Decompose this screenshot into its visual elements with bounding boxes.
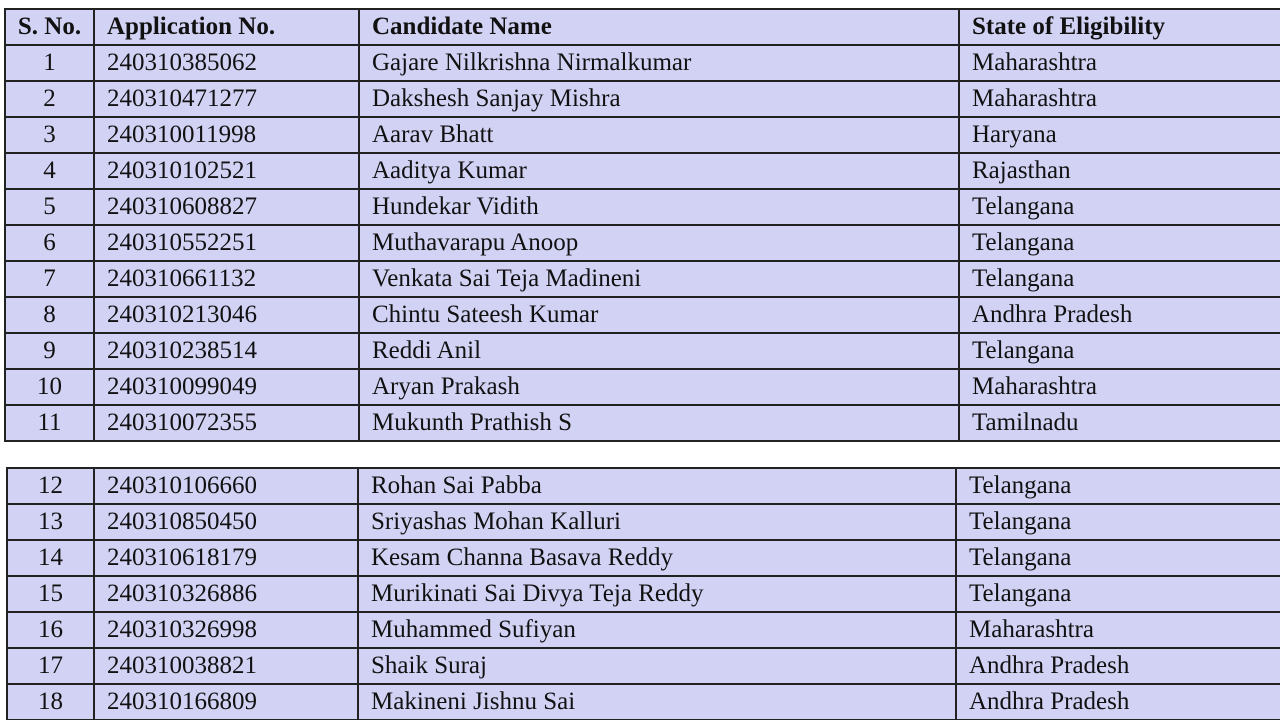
results-table-part-1: S. No. Application No. Candidate Name St… xyxy=(4,8,1280,442)
table-row: 6 240310552251 Muthavarapu Anoop Telangana xyxy=(4,224,1280,262)
cell-application-no: 240310326886 xyxy=(93,575,359,613)
table-row: 17 240310038821 Shaik Suraj Andhra Pradesh xyxy=(6,647,1280,685)
cell-s-no: 13 xyxy=(6,503,95,541)
cell-s-no: 3 xyxy=(4,116,95,154)
cell-application-no: 240310238514 xyxy=(93,332,360,370)
results-table-part-2: 12 240310106660 Rohan Sai Pabba Telangana 13… xyxy=(6,467,1280,720)
table-row: 13 240310850450 Sriyashas Mohan Kalluri Tel… xyxy=(6,503,1280,541)
cell-state: Telangana xyxy=(955,539,1280,577)
cell-state: Maharashtra xyxy=(955,611,1280,649)
cell-s-no: 8 xyxy=(4,296,95,334)
table-row: 12 240310106660 Rohan Sai Pabba Telangana xyxy=(6,467,1280,505)
cell-s-no: 18 xyxy=(6,683,95,720)
table-row: 2 240310471277 Dakshesh Sanjay Mishra Mahar… xyxy=(4,80,1280,118)
cell-candidate-name: Dakshesh Sanjay Mishra xyxy=(358,80,960,118)
table-row: 3 240310011998 Aarav Bhatt Haryana xyxy=(4,116,1280,154)
table-header-row: S. No. Application No. Candidate Name St… xyxy=(4,8,1280,46)
cell-candidate-name: Aarav Bhatt xyxy=(358,116,960,154)
cell-application-no: 240310608827 xyxy=(93,188,360,226)
cell-s-no: 16 xyxy=(6,611,95,649)
table-row: 4 240310102521 Aaditya Kumar Rajasthan xyxy=(4,152,1280,190)
table-row: 14 240310618179 Kesam Channa Basava Reddy T… xyxy=(6,539,1280,577)
cell-candidate-name: Murikinati Sai Divya Teja Reddy xyxy=(357,575,957,613)
table-row: 11 240310072355 Mukunth Prathish S Tamilnad… xyxy=(4,404,1280,442)
cell-s-no: 14 xyxy=(6,539,95,577)
cell-candidate-name: Gajare Nilkrishna Nirmalkumar xyxy=(358,44,960,82)
cell-candidate-name: Reddi Anil xyxy=(358,332,960,370)
cell-s-no: 9 xyxy=(4,332,95,370)
cell-state: Telangana xyxy=(958,224,1280,262)
cell-application-no: 240310038821 xyxy=(93,647,359,685)
cell-candidate-name: Kesam Channa Basava Reddy xyxy=(357,539,957,577)
cell-state: Tamilnadu xyxy=(958,404,1280,442)
cell-candidate-name: Hundekar Vidith xyxy=(358,188,960,226)
table-row: 9 240310238514 Reddi Anil Telangana xyxy=(4,332,1280,370)
cell-application-no: 240310661132 xyxy=(93,260,360,298)
table-row: 16 240310326998 Muhammed Sufiyan Maharashtr… xyxy=(6,611,1280,649)
table-row: 15 240310326886 Murikinati Sai Divya Teja … xyxy=(6,575,1280,613)
cell-application-no: 240310166809 xyxy=(93,683,359,720)
cell-application-no: 240310471277 xyxy=(93,80,360,118)
cell-candidate-name: Muthavarapu Anoop xyxy=(358,224,960,262)
cell-application-no: 240310106660 xyxy=(93,467,359,505)
cell-s-no: 4 xyxy=(4,152,95,190)
cell-state: Telangana xyxy=(955,467,1280,505)
cell-state: Andhra Pradesh xyxy=(955,647,1280,685)
cell-application-no: 240310850450 xyxy=(93,503,359,541)
cell-candidate-name: Makineni Jishnu Sai xyxy=(357,683,957,720)
cell-state: Andhra Pradesh xyxy=(958,296,1280,334)
table-row: 5 240310608827 Hundekar Vidith Telangana xyxy=(4,188,1280,226)
cell-state: Maharashtra xyxy=(958,368,1280,406)
cell-candidate-name: Venkata Sai Teja Madineni xyxy=(358,260,960,298)
cell-s-no: 12 xyxy=(6,467,95,505)
cell-s-no: 6 xyxy=(4,224,95,262)
cell-state: Maharashtra xyxy=(958,44,1280,82)
cell-application-no: 240310326998 xyxy=(93,611,359,649)
header-candidate-name: Candidate Name xyxy=(358,8,960,46)
cell-state: Andhra Pradesh xyxy=(955,683,1280,720)
cell-application-no: 240310385062 xyxy=(93,44,360,82)
cell-application-no: 240310552251 xyxy=(93,224,360,262)
cell-candidate-name: Mukunth Prathish S xyxy=(358,404,960,442)
cell-candidate-name: Chintu Sateesh Kumar xyxy=(358,296,960,334)
cell-candidate-name: Muhammed Sufiyan xyxy=(357,611,957,649)
cell-application-no: 240310102521 xyxy=(93,152,360,190)
header-application-no: Application No. xyxy=(93,8,360,46)
cell-state: Telangana xyxy=(958,188,1280,226)
cell-s-no: 15 xyxy=(6,575,95,613)
cell-state: Rajasthan xyxy=(958,152,1280,190)
cell-candidate-name: Rohan Sai Pabba xyxy=(357,467,957,505)
cell-s-no: 10 xyxy=(4,368,95,406)
cell-application-no: 240310618179 xyxy=(93,539,359,577)
cell-application-no: 240310011998 xyxy=(93,116,360,154)
cell-s-no: 17 xyxy=(6,647,95,685)
cell-candidate-name: Shaik Suraj xyxy=(357,647,957,685)
cell-application-no: 240310099049 xyxy=(93,368,360,406)
cell-s-no: 7 xyxy=(4,260,95,298)
cell-state: Maharashtra xyxy=(958,80,1280,118)
table-row: 18 240310166809 Makineni Jishnu Sai Andhra … xyxy=(6,683,1280,720)
table-row: 7 240310661132 Venkata Sai Teja Madineni Te… xyxy=(4,260,1280,298)
header-state-of-eligibility: State of Eligibility xyxy=(958,8,1280,46)
table-row: 10 240310099049 Aryan Prakash Maharashtra xyxy=(4,368,1280,406)
cell-state: Haryana xyxy=(958,116,1280,154)
cell-candidate-name: Aryan Prakash xyxy=(358,368,960,406)
cell-candidate-name: Sriyashas Mohan Kalluri xyxy=(357,503,957,541)
cell-s-no: 2 xyxy=(4,80,95,118)
cell-application-no: 240310072355 xyxy=(93,404,360,442)
table-row: 8 240310213046 Chintu Sateesh Kumar Andhra … xyxy=(4,296,1280,334)
cell-state: Telangana xyxy=(955,575,1280,613)
cell-s-no: 5 xyxy=(4,188,95,226)
cell-s-no: 11 xyxy=(4,404,95,442)
cell-s-no: 1 xyxy=(4,44,95,82)
cell-state: Telangana xyxy=(958,260,1280,298)
cell-application-no: 240310213046 xyxy=(93,296,360,334)
header-s-no: S. No. xyxy=(4,8,95,46)
cell-state: Telangana xyxy=(958,332,1280,370)
table-row: 1 240310385062 Gajare Nilkrishna Nirmalkum… xyxy=(4,44,1280,82)
cell-state: Telangana xyxy=(955,503,1280,541)
cell-candidate-name: Aaditya Kumar xyxy=(358,152,960,190)
